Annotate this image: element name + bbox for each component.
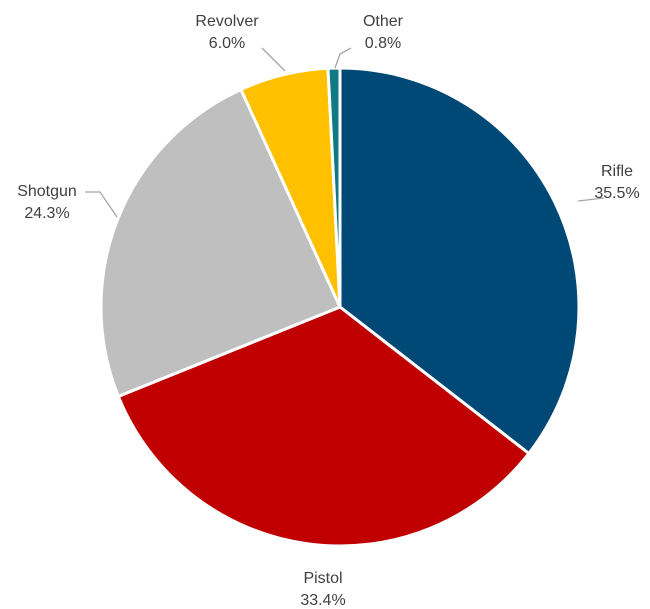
data-label-category: Rifle: [601, 163, 633, 180]
leader-line-shotgun: [85, 191, 118, 218]
data-label-value: 0.8%: [365, 35, 401, 52]
leader-lines: [85, 47, 605, 218]
pie-slices: [99, 66, 581, 548]
pie-slice-rifle: [338, 66, 581, 456]
data-label-rifle: Rifle 35.5%: [594, 163, 639, 202]
data-label-value: 24.3%: [24, 205, 69, 222]
data-label-category: Pistol: [303, 570, 342, 587]
data-label-revolver: Revolver 6.0%: [195, 13, 259, 52]
data-label-value: 6.0%: [209, 35, 245, 52]
pie-slice-pistol: [116, 305, 531, 548]
pie-slice-shotgun: [99, 87, 343, 399]
pie-slice-other: [326, 66, 342, 308]
data-label-category: Other: [363, 13, 404, 30]
data-label-other: Other 0.8%: [363, 13, 404, 52]
data-label-category: Revolver: [195, 13, 259, 30]
data-label-shotgun: Shotgun 24.3%: [17, 183, 77, 222]
leader-line-other: [334, 47, 352, 69]
leader-line-rifle: [577, 197, 605, 202]
data-label-value: 33.4%: [300, 592, 345, 609]
leader-line-revolver: [261, 47, 286, 72]
data-label-category: Shotgun: [17, 183, 77, 200]
data-label-value: 35.5%: [594, 185, 639, 202]
data-labels: Rifle 35.5% Pistol 33.4% Shotgun 24.3% Revolve…: [17, 13, 639, 609]
data-label-pistol: Pistol 33.4%: [300, 570, 345, 609]
